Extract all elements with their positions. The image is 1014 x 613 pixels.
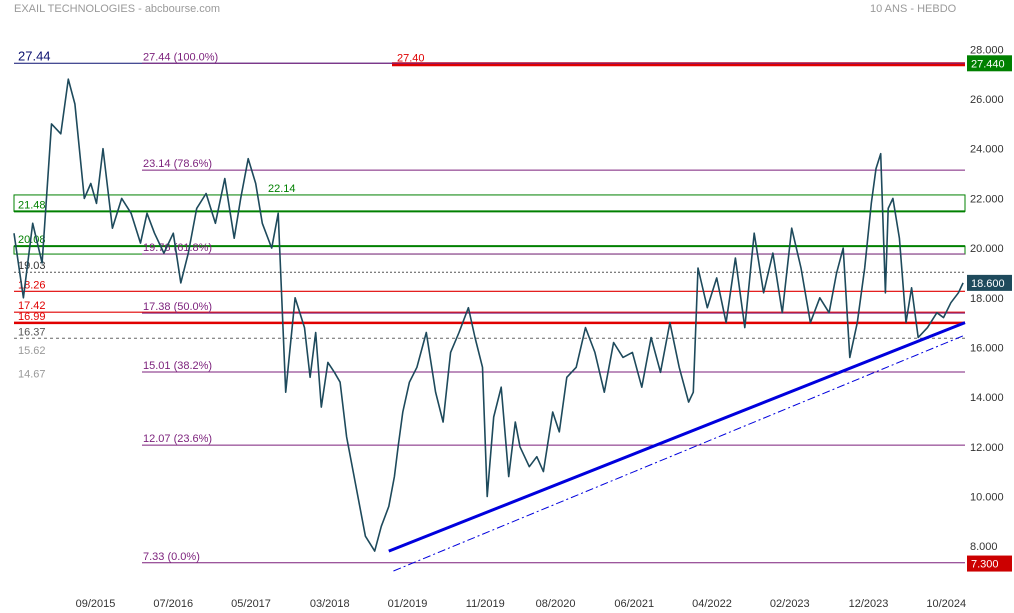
chart-period: 10 ANS - HEBDO [870,3,957,15]
horizontal-levels: 27.44 27.4021.4820.0819.0318.2617.4216.99… [13,48,966,380]
fib-label: 22.14 [268,183,296,195]
level-label: 19.03 [18,260,46,272]
y-tick-label: 28.000 [970,44,1004,56]
x-tick-label: 07/2016 [153,598,193,610]
y-tick-label: 14.000 [970,392,1004,404]
level-label: 20.08 [18,234,46,246]
x-tick-label: 03/2018 [310,598,350,610]
level-label: 14.67 [18,368,46,380]
price-box [967,555,1012,572]
y-tick-label: 16.000 [970,342,1004,354]
price-box-label: 18.600 [971,278,1005,290]
x-tick-label: 01/2019 [388,598,428,610]
level-label: 16.99 [18,311,46,323]
x-axis: 09/2015 07/2016 05/2017 03/2018 01/2019 11/20… [76,598,967,610]
x-tick-label: 04/2022 [692,598,732,610]
fib-label: 19.76 (61.8%) [143,242,212,254]
fib-label: 23.14 (78.6%) [143,158,212,170]
price-box [967,274,1012,291]
x-tick-label: 09/2015 [76,598,116,610]
x-tick-label: 12/2023 [849,598,889,610]
trendline [388,321,966,553]
price-boxes: 27.440 18.600 7.300 [967,55,1012,572]
x-tick-label: 10/2024 [926,598,966,610]
chart-title: EXAIL TECHNOLOGIES - abcbourse.com [14,3,221,15]
fib-label: 17.38 (50.0%) [143,301,212,313]
level-label: 16.37 [18,326,46,338]
y-tick-label: 18.000 [970,293,1004,305]
price-box [967,55,1012,72]
trendlines [388,321,966,572]
level-label: 27.44 [18,48,51,63]
y-axis: 8.000 10.000 12.000 14.000 16.000 18.000 20.00… [970,44,1004,553]
x-tick-label: 05/2017 [231,598,271,610]
x-tick-label: 11/2019 [466,598,505,610]
y-tick-label: 26.000 [970,94,1004,106]
level-label: 21.48 [18,199,46,211]
y-tick-label: 22.000 [970,193,1004,205]
fib-label: 15.01 (38.2%) [143,360,212,372]
y-tick-label: 8.000 [970,541,998,553]
y-tick-label: 12.000 [970,442,1004,454]
fib-label: 12.07 (23.6%) [143,433,212,445]
level-label: 27.40 [397,52,425,64]
y-tick-label: 24.000 [970,144,1004,156]
x-tick-label: 08/2020 [536,598,576,610]
level-label: 15.62 [18,345,46,357]
x-tick-label: 02/2023 [770,598,810,610]
green-zone-upper [13,194,966,212]
y-tick-label: 20.000 [970,243,1004,255]
level-label: 17.42 [18,300,46,312]
x-tick-label: 06/2021 [614,598,654,610]
y-tick-label: 10.000 [970,491,1004,503]
price-box-label: 27.440 [971,58,1005,70]
price-series [13,78,964,552]
fib-label: 7.33 (0.0%) [143,551,200,563]
fibonacci-levels: 27.44 (100.0%) 23.14 (78.6%) 22.14 19.76 (6… [142,51,965,564]
trendline [393,334,966,572]
price-box-label: 7.300 [971,559,999,571]
price-line [13,78,964,552]
fib-label: 27.44 (100.0%) [143,51,218,63]
